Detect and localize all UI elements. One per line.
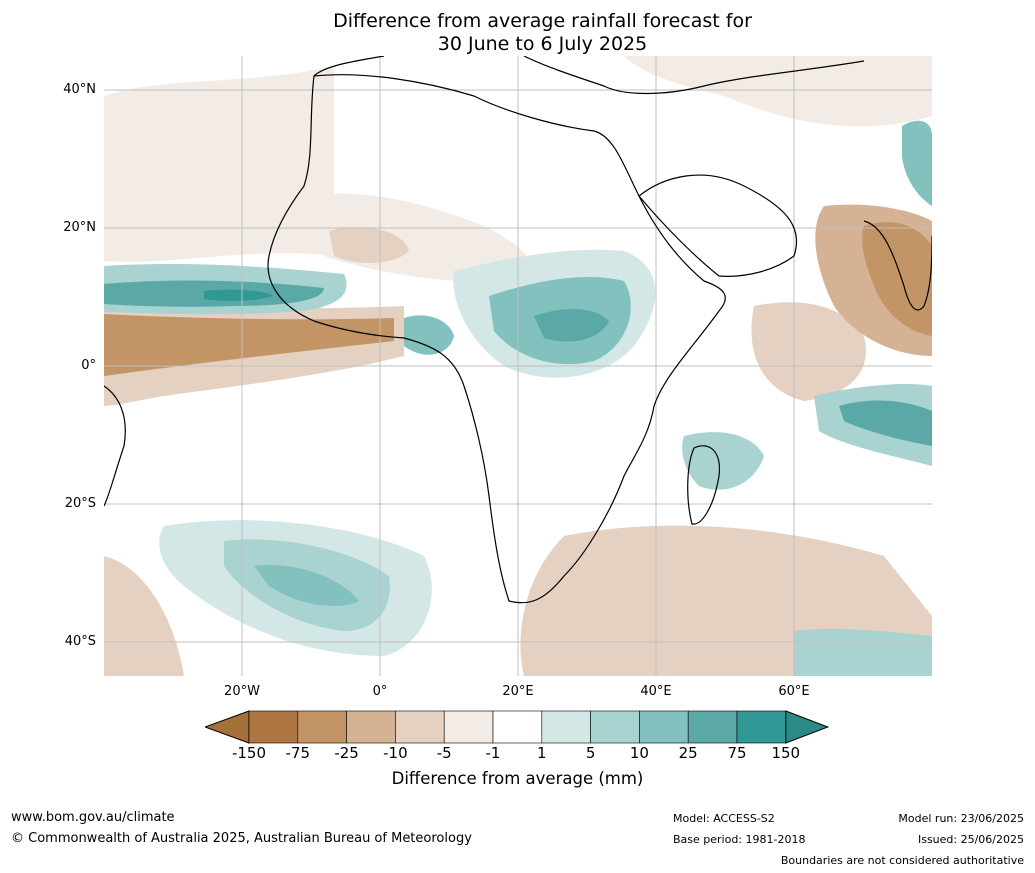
lon-label-20w: 20°W — [224, 684, 260, 699]
lat-label-40s: 40°S — [64, 634, 96, 649]
colorbar-tick-label: -150 — [231, 744, 267, 762]
anomaly-bay-bengal-wet — [902, 120, 932, 206]
colorbar-cell — [541, 710, 591, 744]
anomaly-tropical-atlantic-wet-core — [204, 289, 274, 301]
colorbar-cell — [639, 710, 689, 744]
footer-issued: Issued: 25/06/2025 — [917, 833, 1024, 846]
footer-model-run: Model run: 23/06/2025 — [898, 812, 1024, 825]
colorbar-extend-low — [205, 710, 250, 744]
madagascar-coastline — [687, 445, 721, 525]
anomaly-southern-ocean-wet — [794, 628, 932, 676]
lat-label-eq: 0° — [81, 358, 96, 373]
colorbar-title: Difference from average (mm) — [391, 769, 644, 788]
colorbar-tick-label: 25 — [678, 744, 698, 762]
graticule — [104, 56, 932, 676]
colorbar-cell — [590, 710, 640, 744]
lon-label-60e: 60°E — [778, 684, 810, 699]
colorbar-tick-label: -25 — [334, 744, 359, 762]
africa-coastline — [267, 74, 726, 604]
colorbar-cell — [346, 710, 396, 744]
lon-label-20e: 20°E — [502, 684, 534, 699]
colorbar-cell — [297, 710, 347, 744]
anomaly-mideast-dry — [624, 56, 932, 127]
footer-base-period: Base period: 1981-2018 — [673, 833, 806, 846]
chart-title: Difference from average rainfall forecas… — [0, 10, 1035, 56]
colorbar-tick-label: 75 — [727, 744, 747, 762]
anomaly-sahel-dry-2 — [329, 227, 409, 263]
colorbar-cell — [248, 710, 299, 744]
colorbar-tick-label: 10 — [629, 744, 649, 762]
colorbar-cell — [492, 710, 543, 744]
colorbar-extend-high — [785, 710, 830, 744]
colorbar-cell — [443, 710, 494, 744]
anomaly-south-atlantic-wet-core — [254, 565, 359, 606]
anomaly-north-atlantic-dry — [104, 66, 334, 262]
colorbar-tick-label: 1 — [537, 744, 547, 762]
anomaly-gulf-guinea-dry — [104, 314, 394, 376]
arabia-coastline — [638, 174, 798, 277]
lon-label-0: 0° — [372, 684, 388, 699]
anomaly-southwest-atlantic-dry — [104, 556, 184, 676]
lat-label-20s: 20°S — [64, 496, 96, 511]
colorbar-tick-label: -1 — [485, 744, 501, 762]
colorbar-tick-label: 5 — [585, 744, 596, 762]
colorbar-tick-label: -10 — [383, 744, 408, 762]
south-america-coastline — [104, 385, 126, 507]
colorbar-tick-label: -5 — [436, 744, 452, 762]
anomaly-horn-africa-dry — [751, 302, 866, 401]
footer-url[interactable]: www.bom.gov.au/climate — [11, 810, 175, 825]
india-coastline — [863, 220, 932, 311]
anomaly-guinea-coast-wet — [404, 315, 454, 355]
colorbar-cell — [736, 710, 787, 744]
footer-model: Model: ACCESS-S2 — [673, 812, 775, 825]
colorbar-cell — [687, 710, 738, 744]
lat-label-40n: 40°N — [63, 82, 96, 97]
footer-copyright: © Commonwealth of Australia 2025, Austra… — [11, 831, 472, 846]
anomaly-indian-ocean-wet — [839, 400, 932, 446]
europe-coastline — [313, 56, 865, 95]
anomaly-india-dry — [862, 222, 932, 336]
rainfall-anomaly-map — [104, 56, 932, 676]
lat-label-20n: 20°N — [63, 220, 96, 235]
lon-label-40e: 40°E — [640, 684, 672, 699]
colorbar-cell — [395, 710, 445, 744]
colorbar — [205, 710, 830, 744]
title-line-2: 30 June to 6 July 2025 — [437, 33, 648, 55]
colorbar-tick-label: -75 — [285, 744, 311, 762]
footer-boundaries-note: Boundaries are not considered authoritat… — [780, 854, 1024, 867]
title-line-1: Difference from average rainfall forecas… — [333, 10, 752, 32]
anomaly-central-africa-wet-core — [534, 309, 609, 342]
anomaly-madagascar-wet — [682, 432, 764, 490]
colorbar-tick-label: 150 — [771, 744, 801, 762]
